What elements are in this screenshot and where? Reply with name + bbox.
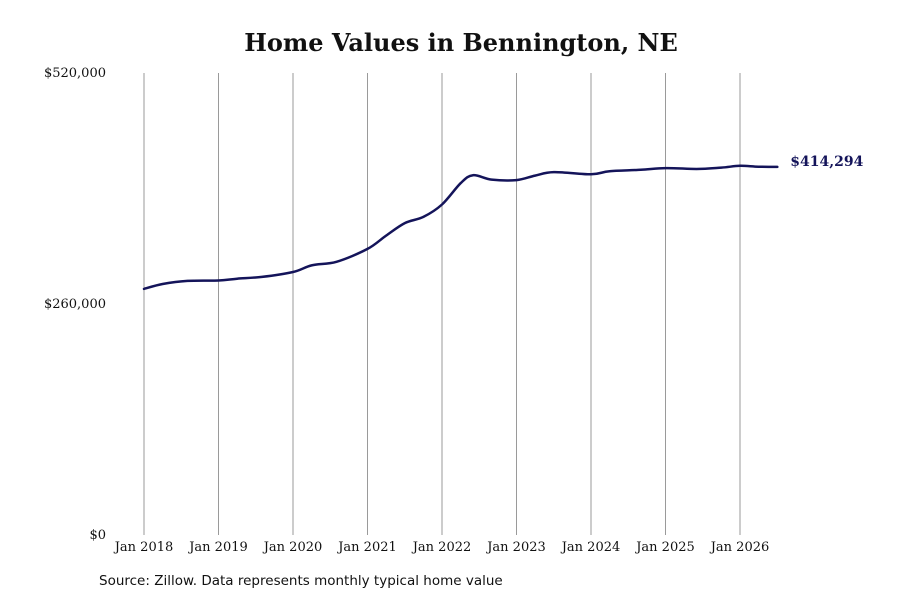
chart-title: Home Values in Bennington, NE bbox=[244, 28, 678, 57]
x-tick-label: Jan 2026 bbox=[709, 540, 770, 555]
x-tick-label: Jan 2021 bbox=[336, 540, 397, 555]
x-tick-label: Jan 2022 bbox=[411, 540, 472, 555]
y-tick-label: $520,000 bbox=[44, 66, 106, 81]
y-tick-label: $260,000 bbox=[44, 297, 106, 312]
x-tick-label: Jan 2023 bbox=[485, 540, 546, 555]
y-axis-ticks: $0 $260,000 $520,000 bbox=[44, 66, 106, 543]
x-tick-label: Jan 2018 bbox=[113, 540, 174, 555]
x-tick-label: Jan 2019 bbox=[187, 540, 248, 555]
gridlines bbox=[143, 73, 741, 535]
x-tick-label: Jan 2025 bbox=[634, 540, 695, 555]
series-line bbox=[142, 164, 779, 291]
x-tick-label: Jan 2020 bbox=[262, 540, 323, 555]
source-caption: Source: Zillow. Data represents monthly … bbox=[99, 573, 503, 589]
x-axis-ticks: Jan 2018 Jan 2019 Jan 2020 Jan 2021 Jan 2022… bbox=[113, 540, 770, 555]
end-value-label: $414,294 bbox=[790, 154, 863, 170]
y-tick-label: $0 bbox=[89, 528, 106, 543]
x-tick-label: Jan 2024 bbox=[560, 540, 621, 555]
